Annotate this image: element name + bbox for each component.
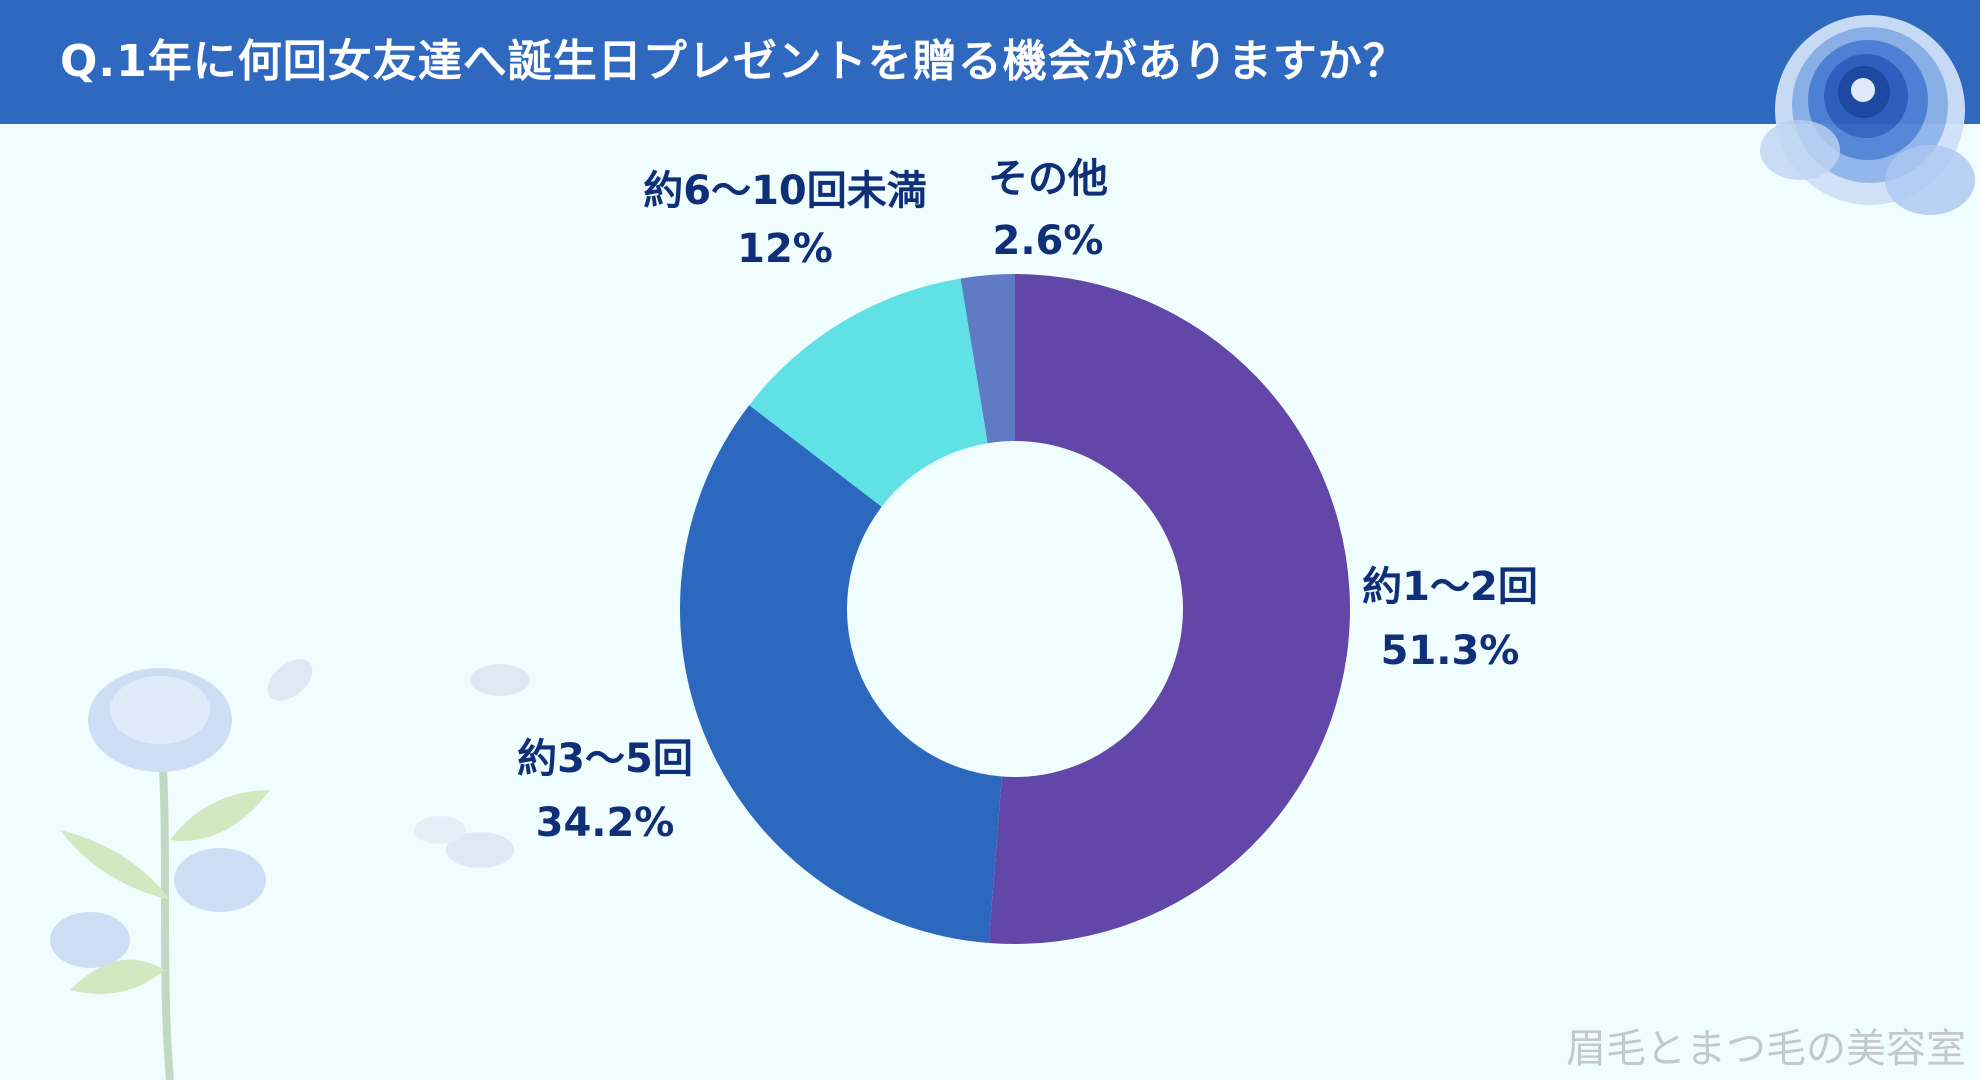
slice-category-label: 約6～10回未満 xyxy=(643,168,927,214)
donut-slices xyxy=(679,274,1351,945)
donut-slice xyxy=(960,274,1015,444)
slice-value-label: 12% xyxy=(737,226,833,272)
slice-category-label: 約3～5回 xyxy=(517,736,693,782)
slice-value-label: 51.3% xyxy=(1381,628,1520,674)
donut-slice xyxy=(988,274,1351,945)
donut-slice xyxy=(679,405,1002,943)
flower-decoration-icon xyxy=(50,659,530,1080)
watermark: 眉毛とまつ毛の美容室 xyxy=(1566,1026,1966,1072)
slice-value-label: 2.6% xyxy=(993,218,1104,264)
rose-decoration-icon xyxy=(1760,15,1975,215)
slice-value-label: 34.2% xyxy=(536,800,675,846)
page-title: Q.1年に何回女友達へ誕生日プレゼントを贈る機会がありますか？ xyxy=(60,36,1408,87)
slice-labels: 約1～2回 51.3% 約3～5回 34.2% 約6～10回未満 12% その他 2.6% xyxy=(517,156,1538,846)
donut-slice xyxy=(749,278,988,507)
slice-category-label: 約1～2回 xyxy=(1362,564,1538,610)
header-bar: Q.1年に何回女友達へ誕生日プレゼントを贈る機会がありますか？ xyxy=(0,0,1980,124)
slice-category-label: その他 xyxy=(988,156,1108,202)
